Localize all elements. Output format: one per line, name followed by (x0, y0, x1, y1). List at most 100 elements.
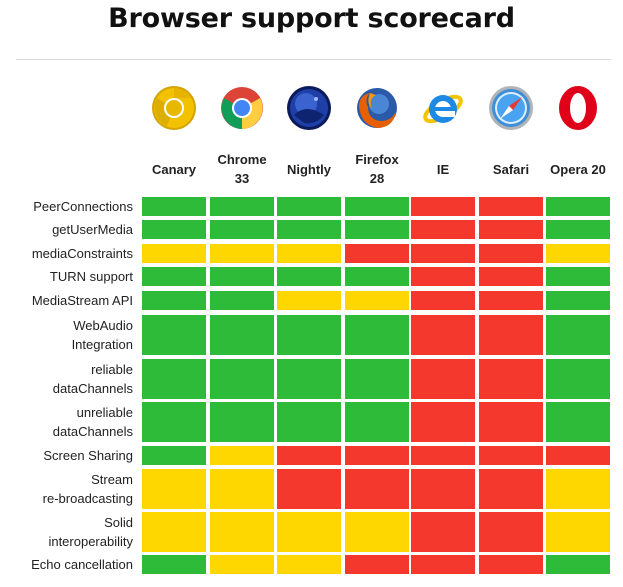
support-cell-red (345, 555, 409, 574)
support-cell-red (411, 267, 475, 286)
browser-header: Canary (141, 160, 207, 179)
support-cell-red (479, 469, 543, 509)
safari-logo-icon (488, 85, 534, 131)
support-cell-yellow (142, 512, 206, 552)
support-cell-green (546, 197, 610, 216)
feature-label: PeerConnections (33, 199, 133, 214)
feature-label: TURN support (49, 269, 133, 284)
browser-name: Safari (492, 162, 530, 177)
support-cell-green (345, 197, 409, 216)
feature-label: unreliable dataChannels (52, 405, 133, 439)
support-cell-red (479, 244, 543, 263)
support-cell-green (277, 315, 341, 355)
support-cell-green (142, 446, 206, 465)
support-cell-red (411, 555, 475, 574)
support-cell-green (277, 267, 341, 286)
browser-header: Nightly (276, 160, 342, 179)
support-cell-green (210, 291, 274, 310)
support-cell-yellow (546, 244, 610, 263)
support-cell-yellow (277, 244, 341, 263)
support-cell-red (479, 291, 543, 310)
feature-label: mediaConstraints (31, 246, 133, 261)
browser-name: Opera 20 (550, 162, 606, 177)
support-cell-red (479, 555, 543, 574)
support-cell-red (411, 402, 475, 442)
support-cell-red (411, 512, 475, 552)
support-cell-yellow (142, 244, 206, 263)
support-cell-green (142, 402, 206, 442)
support-cell-green (142, 220, 206, 239)
browser-name: Canary (151, 162, 197, 177)
support-cell-red (479, 197, 543, 216)
support-cell-green (210, 220, 274, 239)
support-cell-red (479, 402, 543, 442)
support-cell-red (411, 359, 475, 399)
support-cell-green (142, 555, 206, 574)
support-cell-green (210, 402, 274, 442)
feature-label: Echo cancellation (31, 557, 133, 572)
support-cell-yellow (345, 291, 409, 310)
support-cell-green (210, 359, 274, 399)
browser-version: 33 (234, 171, 250, 186)
support-cell-red (411, 315, 475, 355)
browser-version: 28 (369, 171, 385, 186)
support-cell-green (345, 402, 409, 442)
support-cell-red (479, 267, 543, 286)
support-cell-red (277, 446, 341, 465)
support-cell-green (142, 267, 206, 286)
support-cell-green (277, 197, 341, 216)
support-cell-green (546, 402, 610, 442)
browser-name: Chrome (217, 152, 267, 167)
support-cell-green (210, 315, 274, 355)
support-cell-red (411, 220, 475, 239)
support-cell-yellow (345, 512, 409, 552)
page-title: Browser support scorecard (108, 3, 515, 34)
opera-logo-icon (555, 85, 601, 131)
support-cell-green (277, 359, 341, 399)
support-cell-yellow (546, 512, 610, 552)
support-cell-green (546, 359, 610, 399)
support-cell-yellow (210, 555, 274, 574)
support-cell-green (546, 291, 610, 310)
support-cell-yellow (210, 446, 274, 465)
support-cell-green (142, 359, 206, 399)
feature-label: Stream re-broadcasting (42, 472, 133, 506)
support-cell-red (345, 244, 409, 263)
support-cell-green (546, 220, 610, 239)
support-cell-red (479, 220, 543, 239)
support-cell-yellow (210, 244, 274, 263)
support-cell-red (479, 315, 543, 355)
support-cell-red (411, 469, 475, 509)
support-cell-red (479, 446, 543, 465)
support-cell-yellow (210, 469, 274, 509)
support-cell-red (411, 446, 475, 465)
support-cell-green (277, 220, 341, 239)
support-cell-red (411, 244, 475, 263)
browser-name: IE (436, 162, 450, 177)
support-cell-red (411, 197, 475, 216)
support-cell-green (546, 267, 610, 286)
support-cell-green (345, 315, 409, 355)
support-cell-red (411, 291, 475, 310)
support-cell-red (479, 359, 543, 399)
feature-label: Screen Sharing (43, 448, 133, 463)
browser-header: Opera 20 (545, 160, 611, 179)
support-cell-red (277, 469, 341, 509)
chrome-logo-icon (219, 85, 265, 131)
support-cell-yellow (277, 291, 341, 310)
chrome-canary-logo-icon (151, 85, 197, 131)
support-cell-green (210, 197, 274, 216)
support-cell-yellow (210, 512, 274, 552)
support-cell-yellow (142, 469, 206, 509)
support-cell-green (142, 315, 206, 355)
browser-header: IE (410, 160, 476, 179)
support-cell-green (277, 402, 341, 442)
browser-header: Chrome 33 (209, 150, 275, 188)
support-cell-green (546, 315, 610, 355)
support-cell-red (479, 512, 543, 552)
feature-label: reliable dataChannels (52, 362, 133, 396)
support-cell-green (345, 220, 409, 239)
support-cell-green (345, 359, 409, 399)
support-cell-green (345, 267, 409, 286)
feature-label: Solid interoperability (48, 515, 133, 549)
